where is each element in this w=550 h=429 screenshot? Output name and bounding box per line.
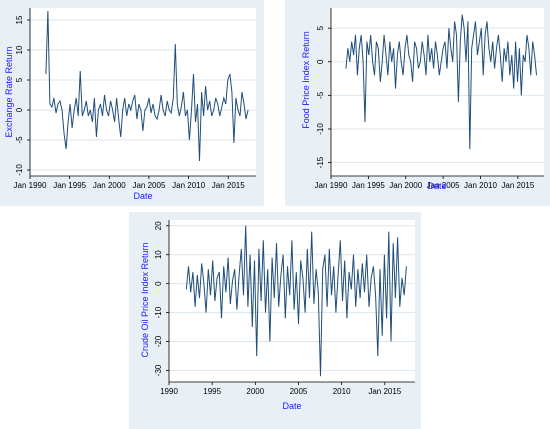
y-tick-label: 5	[316, 25, 325, 30]
x-axis-label: Date	[133, 191, 152, 201]
x-tick-label: 2000	[246, 387, 264, 396]
x-axis-ticks: Jan 1990 Jan 1995 Jan 2000 Jan 2005 Jan 2010…	[315, 175, 544, 190]
x-tick-label: Jan 2005	[132, 181, 165, 190]
x-axis-ticks: 1990 1995 2000 2005 2010 Jan 2015	[160, 381, 415, 396]
y-axis-label: Crude Oil Price Index Return	[140, 242, 150, 357]
y-tick-label: -10	[154, 306, 163, 318]
y-axis-label: Food Price Index Return	[301, 31, 311, 129]
x-tick-label: Jan 2015	[212, 181, 245, 190]
x-tick-label: Jan 1995	[53, 181, 86, 190]
series-line	[185, 225, 407, 377]
y-tick-label: 0	[154, 281, 163, 286]
y-tick-label: 15	[15, 15, 24, 24]
y-tick-label: 10	[154, 250, 163, 259]
y-tick-label: -30	[154, 364, 163, 376]
x-tick-label: 2010	[333, 387, 351, 396]
y-tick-label: 0	[15, 107, 24, 112]
x-tick-label: Jan 2015	[501, 181, 534, 190]
chart-panel-food-price: -15 -10 -5 0 5 Jan 1990 Jan 1995 Jan 2000 Jan 2…	[285, 0, 550, 206]
y-tick-label: 20	[154, 221, 163, 230]
y-axis-ticks: -10 -5 0 5 10 15	[15, 8, 31, 176]
y-tick-label: -20	[154, 335, 163, 347]
x-tick-label: Jan 2005	[427, 181, 460, 190]
x-axis-label: Date	[427, 181, 446, 191]
chart-svg-crude-oil: -30 -20 -10 0 10 20 1990 1995 2000 2005 2010 Jan 2…	[140, 220, 415, 411]
series-line	[345, 14, 537, 150]
y-tick-label: 0	[316, 59, 325, 64]
y-tick-label: 10	[15, 45, 24, 54]
x-tick-label: 2005	[290, 387, 308, 396]
y-axis-ticks: -15 -10 -5 0 5	[316, 8, 332, 176]
x-axis-ticks: Jan 1990 Jan 1995 Jan 2000 Jan 2005 Jan 2010…	[14, 175, 256, 190]
chart-panel-crude-oil: -30 -20 -10 0 10 20 1990 1995 2000 2005 2010 Jan 2…	[129, 212, 421, 429]
y-tick-label: -5	[316, 91, 325, 99]
x-tick-label: Jan 2010	[172, 181, 205, 190]
x-axis-label: Date	[282, 401, 301, 411]
y-tick-label: -10	[316, 123, 325, 135]
chart-panel-exchange-rate: -10 -5 0 5 10 15 Jan 1990 Jan 1995 Jan 2000 Jan …	[0, 0, 264, 206]
series-line	[45, 10, 249, 162]
x-tick-label: Jan 1990	[315, 181, 348, 190]
y-axis-label: Exchange Rate Return	[4, 46, 14, 137]
x-tick-label: 1990	[160, 387, 178, 396]
y-tick-label: -15	[316, 156, 325, 168]
plot-area	[30, 8, 256, 176]
chart-svg-food-price: -15 -10 -5 0 5 Jan 1990 Jan 1995 Jan 2000 Jan 2…	[301, 8, 544, 191]
x-tick-label: Jan 2000	[389, 181, 422, 190]
x-tick-label: Jan 2010	[464, 181, 497, 190]
y-tick-label: 5	[15, 77, 24, 82]
x-tick-label: 1995	[203, 387, 221, 396]
x-tick-label: Jan 1995	[352, 181, 385, 190]
y-axis-ticks: -30 -20 -10 0 10 20	[154, 220, 170, 382]
x-tick-label: Jan 2000	[93, 181, 126, 190]
gridlines	[30, 19, 256, 171]
y-tick-label: -10	[15, 164, 24, 176]
x-tick-label: Jan 2015	[368, 387, 401, 396]
plot-area	[331, 8, 544, 176]
x-tick-label: Jan 1990	[14, 181, 47, 190]
y-tick-label: -5	[15, 136, 24, 144]
